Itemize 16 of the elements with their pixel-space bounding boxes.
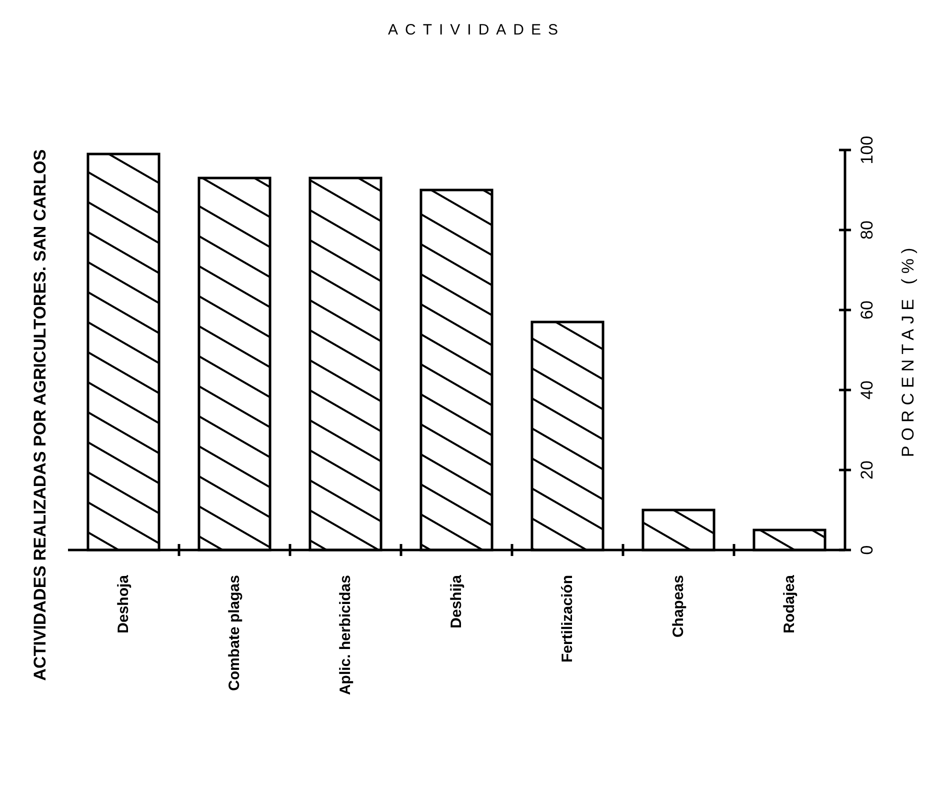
y-tick-label: 60 — [858, 300, 876, 320]
x-tick-label: Aplic. herbicidas — [337, 575, 354, 696]
x-tick-label: Deshija — [448, 574, 465, 628]
y-tick-label: 20 — [858, 460, 876, 480]
y-tick-label: 80 — [858, 220, 876, 240]
y-tick-label: 100 — [858, 136, 876, 164]
y-tick-label: 40 — [858, 380, 876, 400]
x-tick-label: Rodajea — [781, 574, 798, 634]
y-axis-title: PORCENTAJE (%) — [898, 242, 918, 458]
x-tick-label: Combate plagas — [226, 575, 243, 691]
x-tick-label: Fertilización — [559, 575, 576, 663]
y-tick-label: 0 — [858, 545, 876, 555]
text: ACTIVIDADES REALIZADAS POR AGRICULTORES. SAN CARLOS — [30, 149, 50, 681]
text: ACTIVIDADES — [388, 22, 566, 38]
x-tick-label: Chapeas — [670, 575, 687, 638]
x-tick-label: Deshoja — [115, 574, 132, 634]
